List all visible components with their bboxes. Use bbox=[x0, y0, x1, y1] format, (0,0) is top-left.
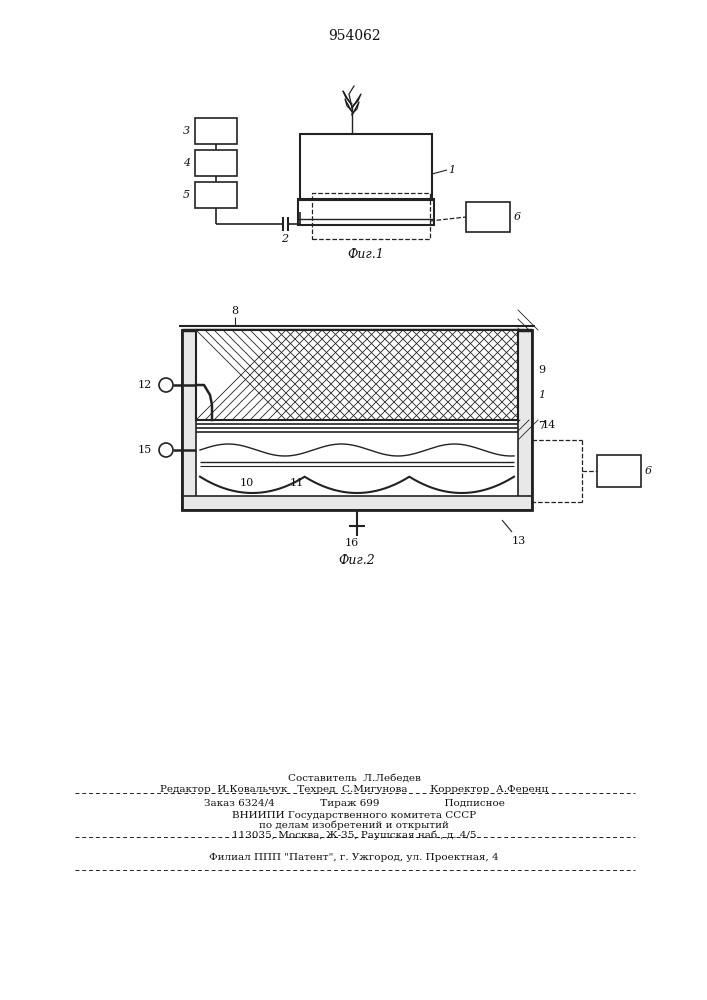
Bar bbox=[196, 330, 518, 420]
Bar bbox=[195, 118, 237, 144]
Text: Заказ 6324/4              Тираж 699                    Подписное: Заказ 6324/4 Тираж 699 Подписное bbox=[204, 800, 504, 808]
Bar bbox=[182, 330, 196, 510]
Text: 6: 6 bbox=[645, 466, 652, 476]
Text: 12: 12 bbox=[138, 380, 152, 390]
Bar bbox=[597, 455, 641, 487]
Bar bbox=[182, 496, 532, 510]
Text: Фиг.1: Фиг.1 bbox=[348, 248, 385, 261]
Text: ВНИИПИ Государственного комитета СССР: ВНИИПИ Государственного комитета СССР bbox=[232, 810, 476, 820]
Bar bbox=[195, 182, 237, 208]
Text: 14: 14 bbox=[542, 420, 556, 430]
Bar bbox=[466, 202, 510, 232]
Text: Фиг.2: Фиг.2 bbox=[339, 554, 375, 567]
Text: 15: 15 bbox=[138, 445, 152, 455]
Bar bbox=[182, 330, 532, 510]
Bar bbox=[518, 330, 532, 510]
Text: 1: 1 bbox=[538, 390, 545, 400]
Text: Филиал ППП "Патент", г. Ужгород, ул. Проектная, 4: Филиал ППП "Патент", г. Ужгород, ул. Про… bbox=[209, 854, 499, 862]
Bar bbox=[300, 134, 432, 200]
Text: Составитель  Л.Лебедев: Составитель Л.Лебедев bbox=[288, 774, 421, 782]
Text: 1: 1 bbox=[448, 165, 455, 175]
Text: 3: 3 bbox=[183, 126, 190, 136]
Text: 8: 8 bbox=[231, 306, 238, 316]
Circle shape bbox=[159, 443, 173, 457]
Text: 13: 13 bbox=[512, 536, 526, 546]
Bar bbox=[312, 193, 430, 239]
Circle shape bbox=[159, 378, 173, 392]
Bar bbox=[196, 330, 518, 420]
Text: по делам изобретений и открытий: по делам изобретений и открытий bbox=[259, 820, 449, 830]
Bar bbox=[195, 150, 237, 176]
Text: 16: 16 bbox=[345, 538, 359, 548]
Text: 113035, Москва, Ж-35, Раушская наб., д. 4/5: 113035, Москва, Ж-35, Раушская наб., д. … bbox=[232, 830, 477, 840]
Text: 2: 2 bbox=[281, 234, 288, 244]
Text: 7: 7 bbox=[538, 421, 545, 431]
Bar bbox=[298, 199, 434, 225]
Text: 5: 5 bbox=[183, 190, 190, 200]
Text: 954062: 954062 bbox=[327, 29, 380, 43]
Text: 11: 11 bbox=[290, 478, 304, 488]
Text: 9: 9 bbox=[538, 365, 545, 375]
Text: 4: 4 bbox=[183, 158, 190, 168]
Text: Редактор  И.Ковальчук   Техред  С.Мигунова       Корректор  А.Ференц: Редактор И.Ковальчук Техред С.Мигунова К… bbox=[160, 786, 548, 794]
Text: 6: 6 bbox=[514, 212, 521, 222]
Text: 10: 10 bbox=[240, 478, 254, 488]
